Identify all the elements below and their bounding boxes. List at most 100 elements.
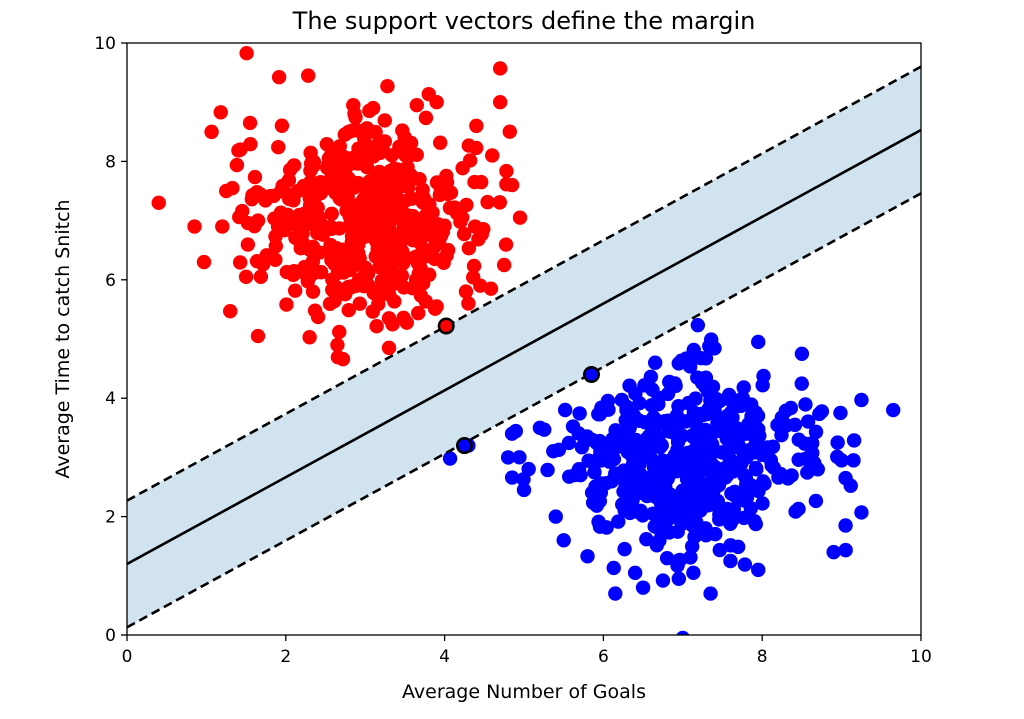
class-b-point [712, 512, 727, 527]
y-tick-label: 8 [105, 152, 116, 172]
class-a-point [440, 242, 456, 258]
class-a-point [376, 180, 391, 196]
class-b-point [540, 462, 555, 478]
class-a-point [344, 123, 359, 138]
class-a-point [238, 269, 254, 285]
class-b-point [592, 433, 607, 449]
y-tick-label: 4 [105, 389, 116, 409]
class-b-point [580, 549, 595, 564]
class-b-point [784, 468, 799, 483]
class-a-point [338, 172, 353, 187]
class-b-point [651, 390, 666, 406]
class-a-point [410, 255, 425, 271]
class-b-point [662, 456, 678, 471]
class-a-point [403, 135, 419, 151]
class-b-point [516, 482, 532, 498]
class-b-point [751, 334, 766, 350]
class-b-point [590, 452, 606, 467]
class-b-point [808, 424, 824, 440]
class-b-point [834, 453, 849, 468]
class-b-point [571, 461, 587, 477]
class-b-point [639, 531, 654, 547]
class-b-point [504, 426, 520, 441]
x-tick-label: 2 [280, 647, 291, 667]
class-b-point [736, 510, 752, 526]
class-b-point [516, 472, 531, 487]
class-a-point [232, 209, 247, 225]
class-b-point [599, 520, 614, 535]
class-a-point [286, 158, 302, 173]
class-a-point [364, 147, 380, 162]
class-a-point [292, 222, 308, 238]
class-b-point [606, 560, 621, 576]
class-a-point [271, 139, 286, 155]
class-a-point [436, 255, 451, 270]
class-b-point [808, 493, 824, 509]
class-a-point [213, 105, 228, 120]
x-tick-label: 10 [910, 647, 932, 667]
class-b-point [622, 378, 637, 393]
class-a-point [322, 160, 338, 175]
class-b-point [675, 458, 691, 474]
x-tick-label: 8 [757, 647, 768, 667]
class-a-point [369, 169, 384, 185]
series-a-points [151, 45, 528, 367]
class-a-point [397, 194, 413, 209]
class-a-point [342, 244, 357, 259]
class-a-point [233, 142, 248, 157]
class-b-point [763, 452, 779, 468]
class-a-point [462, 153, 478, 168]
class-a-point [502, 124, 517, 139]
class-a-point [381, 311, 397, 326]
class-b-point [698, 422, 713, 438]
class-b-point [685, 518, 701, 534]
class-b-point [608, 466, 623, 481]
class-a-point [348, 278, 364, 294]
margin-upper-line [127, 65, 921, 502]
class-b-point [686, 565, 701, 581]
class-a-point [418, 294, 434, 309]
class-a-point [429, 95, 444, 110]
class-a-point [305, 178, 321, 193]
class-a-point [381, 340, 397, 356]
class-b-point [632, 485, 647, 500]
class-a-point [456, 226, 472, 242]
class-b-point [679, 471, 695, 487]
y-tick-label: 0 [105, 626, 116, 646]
class-a-point [282, 191, 297, 207]
class-a-point [324, 146, 339, 161]
class-a-point [325, 272, 340, 287]
class-b-point [500, 450, 516, 465]
class-a-point [324, 253, 339, 268]
class-a-point [307, 303, 323, 318]
class-a-point [268, 229, 283, 244]
class-b-point [723, 538, 738, 553]
class-b-point [662, 374, 677, 390]
class-b-point [676, 630, 690, 635]
class-b-point [689, 454, 704, 470]
class-a-point [357, 131, 372, 146]
class-b-point [830, 435, 845, 450]
class-b-point [641, 429, 656, 444]
class-b-point [605, 443, 621, 458]
class-b-point [655, 573, 671, 588]
support-vector-point [437, 317, 455, 335]
class-a-point [358, 260, 373, 275]
class-b-point [746, 445, 761, 460]
class-a-point [459, 197, 474, 213]
plot-area [127, 45, 921, 635]
class-a-point [458, 284, 474, 299]
x-tick-label: 4 [439, 647, 450, 667]
class-b-point [838, 470, 853, 486]
class-a-point [384, 148, 400, 163]
class-b-point [557, 402, 573, 418]
class-b-point [670, 553, 686, 569]
class-b-point [760, 440, 775, 455]
class-a-point [323, 219, 339, 235]
class-a-point [461, 296, 476, 311]
class-a-point [312, 210, 327, 226]
class-a-point [382, 220, 397, 236]
class-b-point [787, 417, 803, 433]
class-a-point [399, 217, 415, 233]
